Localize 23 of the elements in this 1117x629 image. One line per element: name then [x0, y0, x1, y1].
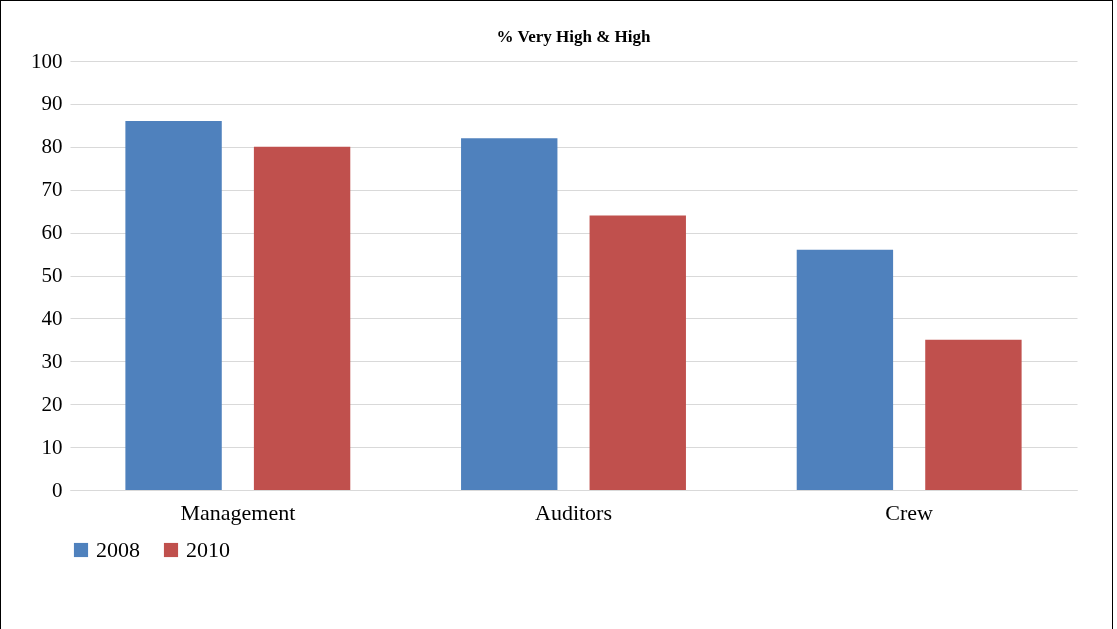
chart-title: % Very High & High: [496, 27, 652, 46]
x-tick-label: Crew: [885, 499, 934, 525]
x-tick-label: Auditors: [535, 499, 612, 525]
y-tick-label: 80: [41, 134, 63, 159]
bar: [589, 215, 686, 490]
y-tick-label: 100: [31, 48, 63, 73]
y-tick-label: 50: [41, 263, 63, 287]
legend-label: 2008: [96, 537, 140, 562]
y-tick-label: 20: [41, 391, 63, 416]
bar: [461, 138, 558, 490]
bar: [125, 121, 222, 490]
y-tick-label: 60: [41, 220, 63, 245]
y-tick-label: 30: [41, 348, 63, 373]
y-tick-label: 70: [41, 177, 63, 202]
y-tick-label: 40: [41, 305, 63, 330]
bar: [925, 339, 1022, 490]
x-tick-label: Management: [180, 499, 296, 525]
y-tick-label: 0: [52, 477, 63, 502]
y-tick-label: 90: [41, 91, 63, 116]
y-tick-label: 10: [41, 434, 63, 459]
bar: [253, 146, 351, 490]
bar: [796, 249, 894, 490]
legend-label: 2010: [186, 537, 230, 562]
